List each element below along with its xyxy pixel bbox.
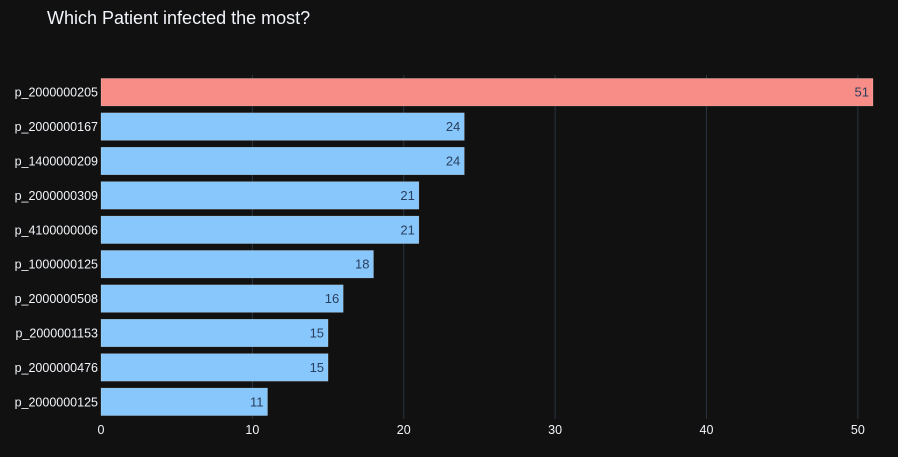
bar-value-label: 21: [400, 222, 414, 237]
y-tick-label: p_2000001153: [16, 327, 99, 341]
x-axis: 0 10 20 30 40 50: [98, 423, 865, 437]
bar-value-label: 21: [400, 188, 414, 203]
chart-title: Which Patient infected the most?: [47, 8, 311, 28]
y-tick-label: p_2000000309: [15, 189, 98, 203]
x-tick-label: 20: [397, 423, 411, 437]
x-tick-label: 10: [245, 423, 259, 437]
bar-value-label: 15: [310, 326, 324, 341]
bar[interactable]: [100, 284, 344, 313]
bars: 51 p_2000000205 24 p_2000000167 24 p_14000002…: [15, 78, 874, 416]
x-tick-label: 50: [851, 423, 865, 437]
bar-value-label: 24: [446, 154, 460, 169]
x-tick-label: 40: [700, 423, 714, 437]
y-tick-label: p_2000000508: [15, 292, 98, 306]
y-tick-label: p_2000000167: [15, 120, 98, 134]
bar-value-label: 18: [355, 257, 369, 272]
x-tick-label: 30: [548, 423, 562, 437]
bar[interactable]: [100, 250, 374, 279]
bar[interactable]: [100, 215, 420, 244]
y-tick-label: p_4100000006: [15, 223, 98, 237]
bar-value-label: 24: [446, 119, 460, 134]
bar[interactable]: [100, 181, 420, 210]
y-tick-label: p_1400000209: [15, 155, 98, 169]
bar[interactable]: [100, 146, 465, 176]
x-tick-label: 0: [98, 423, 105, 437]
bar[interactable]: [100, 318, 329, 348]
y-tick-label: p_2000000125: [15, 395, 98, 409]
y-tick-label: p_2000000476: [15, 361, 98, 375]
bar[interactable]: [100, 78, 874, 107]
bar-value-label: 16: [325, 291, 339, 306]
y-tick-label: p_2000000205: [15, 86, 98, 100]
bar[interactable]: [100, 112, 465, 141]
bar-value-label: 51: [855, 85, 869, 100]
bar[interactable]: [100, 353, 329, 382]
bar-value-label: 11: [250, 394, 264, 409]
y-tick-label: p_1000000125: [15, 258, 98, 272]
bar-value-label: 15: [310, 360, 324, 375]
bar[interactable]: [100, 387, 268, 416]
